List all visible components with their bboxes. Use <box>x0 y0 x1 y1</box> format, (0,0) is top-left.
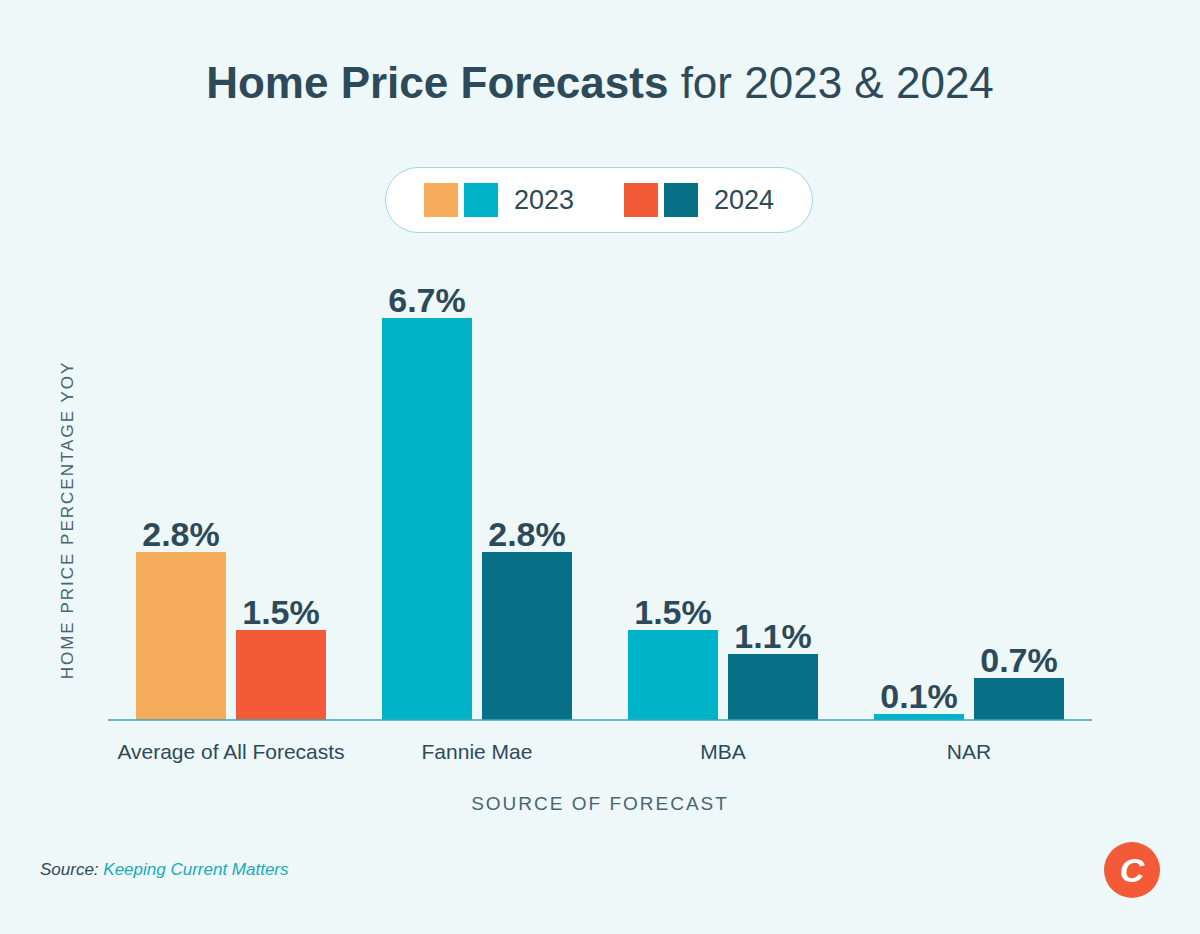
html-text:2024: 2024 <box>714 184 775 215</box>
html-text:2023: 2023 <box>513 184 574 215</box>
svg-text:0.1%: 0.1% <box>880 677 958 715</box>
svg-text:2.8%: 2.8% <box>142 515 220 553</box>
svg-text:6.7%: 6.7% <box>388 281 466 319</box>
svg-text:NAR: NAR <box>947 740 991 763</box>
svg-text:0.7%: 0.7% <box>980 641 1058 679</box>
html-text:Source: Keeping Current Matter: Source: Keeping Current Matters <box>40 860 289 879</box>
svg-text:MBA: MBA <box>700 740 746 763</box>
html-text:Home Price Forecasts for 2023: Home Price Forecasts for 2023 & 2024 <box>206 58 994 107</box>
svg-text:1.1%: 1.1% <box>734 617 812 655</box>
svg-text:1.5%: 1.5% <box>242 593 320 631</box>
svg-text:1.5%: 1.5% <box>634 593 712 631</box>
html-text:C: C <box>1119 850 1145 889</box>
svg-text:Fannie Mae: Fannie Mae <box>422 740 533 763</box>
html-text:SOURCE OF FORECAST: SOURCE OF FORECAST <box>471 793 729 814</box>
html-text:HOME PRICE PERCENTAGE YOY: HOME PRICE PERCENTAGE YOY <box>58 360 77 680</box>
svg-text:2.8%: 2.8% <box>488 515 566 553</box>
svg-text:Average of All Forecasts: Average of All Forecasts <box>117 740 344 763</box>
